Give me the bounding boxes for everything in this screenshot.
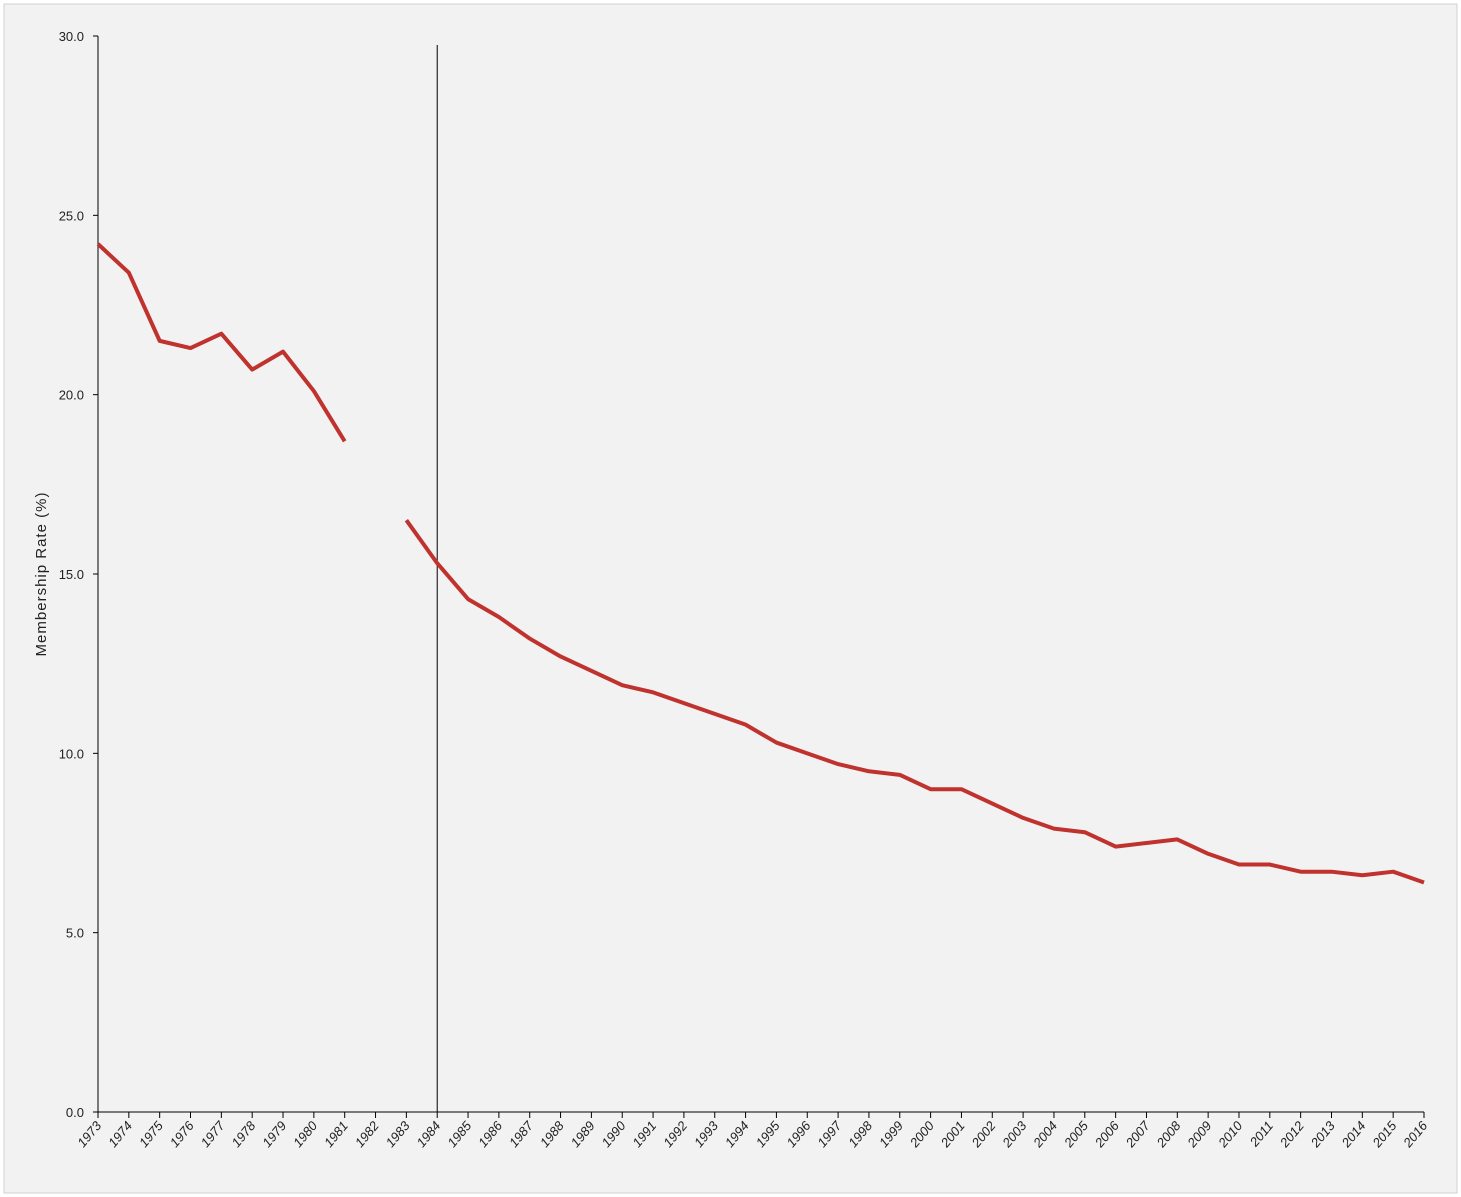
y-tick-label: 15.0 <box>59 567 84 582</box>
y-tick-label: 20.0 <box>59 388 84 403</box>
chart-background <box>3 3 1458 1194</box>
y-tick-label: 5.0 <box>66 926 84 941</box>
y-axis-label: Membership Rate (%) <box>33 492 50 657</box>
y-tick-label: 0.0 <box>66 1105 84 1120</box>
y-tick-label: 30.0 <box>59 29 84 44</box>
data-line <box>96 242 1425 885</box>
y-tick-label: 10.0 <box>59 746 84 761</box>
y-tick-label: 25.0 <box>59 208 84 223</box>
